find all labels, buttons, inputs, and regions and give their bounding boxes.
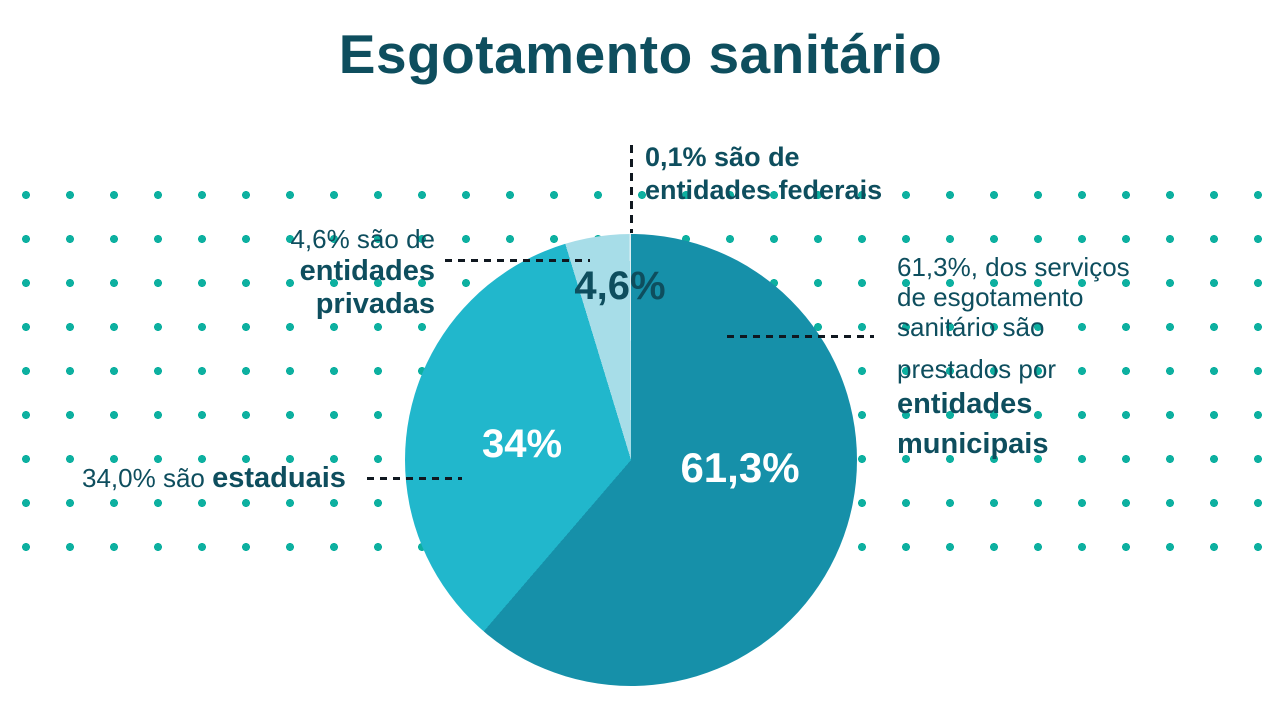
leader-line-municipais: [727, 335, 874, 338]
page-title: Esgotamento sanitário: [338, 23, 943, 85]
annotation-municipais: 61,3%, dos serviços de esgotamento sanit…: [897, 252, 1130, 464]
leader-line-federal: [630, 145, 633, 233]
leader-line-estaduais: [367, 477, 462, 480]
pie-slice-label-estaduais: 34%: [481, 422, 563, 466]
annotation-estaduais-bold: estaduais: [212, 462, 346, 494]
annotation-municipais-line4: prestados por: [897, 354, 1056, 384]
annotation-privadas: 4,6% são de entidades privadas: [290, 224, 435, 321]
annotation-federais-line1: 0,1% são de: [645, 142, 800, 172]
annotation-federais: 0,1% são de entidades federais: [645, 141, 882, 207]
annotation-privadas-line3: privadas: [315, 288, 435, 320]
annotation-municipais-line5: entidades: [897, 388, 1033, 420]
annotation-municipais-line2: de esgotamento: [897, 282, 1084, 312]
annotation-estaduais-prefix: 34,0% são: [82, 463, 213, 493]
annotation-privadas-line1: 4,6% são de: [290, 224, 435, 254]
annotation-municipais-line1: 61,3%, dos serviços: [897, 252, 1130, 282]
leader-line-privadas: [445, 259, 590, 262]
annotation-municipais-line6: municipais: [897, 428, 1049, 460]
annotation-estaduais: 34,0% são estaduais: [82, 462, 346, 495]
pie-chart: [405, 234, 857, 686]
pie-slice-label-municipais: 61,3%: [680, 444, 800, 491]
annotation-federais-line2: entidades federais: [645, 175, 883, 205]
annotation-municipais-line3: sanitário são: [897, 312, 1045, 342]
annotation-privadas-line2: entidades: [299, 255, 435, 287]
pie-slice-label-privadas: 4,6%: [574, 264, 666, 308]
